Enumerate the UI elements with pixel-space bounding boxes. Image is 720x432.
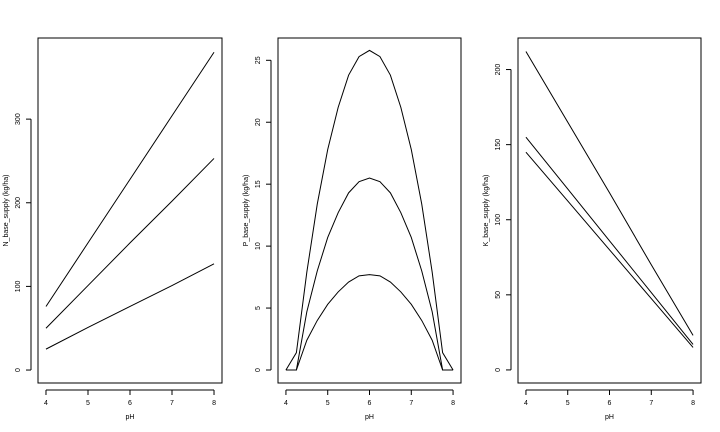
- x-tick-label: 5: [566, 400, 570, 407]
- y-tick-label: 200: [15, 197, 22, 209]
- x-tick-label: 5: [326, 400, 330, 407]
- data-line: [525, 151, 694, 348]
- plot-frame: [277, 37, 462, 384]
- x-tick-label: 8: [212, 400, 216, 407]
- x-tick-label: 7: [170, 400, 174, 407]
- x-tick-label: 6: [368, 400, 372, 407]
- x-axis-label: pH: [605, 414, 614, 421]
- x-axis-label: pH: [365, 414, 374, 421]
- x-tick-label: 7: [649, 400, 653, 407]
- y-tick-label: 0: [495, 368, 502, 372]
- x-axis-label: pH: [126, 414, 135, 421]
- y-axis-label: K_base_supply (kg/ha): [483, 175, 490, 247]
- x-tick-label: 6: [128, 400, 132, 407]
- data-line: [45, 263, 215, 350]
- x-tick-label: 8: [451, 400, 455, 407]
- data-line: [525, 136, 694, 345]
- y-tick-label: 25: [255, 56, 262, 64]
- plot-frame: [37, 37, 223, 384]
- y-tick-label: 5: [255, 306, 262, 310]
- x-tick-label: 4: [284, 400, 288, 407]
- x-tick-label: 6: [608, 400, 612, 407]
- y-tick-label: 10: [255, 242, 262, 250]
- x-tick-label: 4: [44, 400, 48, 407]
- data-line: [285, 49, 454, 371]
- y-tick-label: 200: [495, 64, 502, 76]
- data-line: [525, 51, 694, 336]
- x-tick-label: 4: [524, 400, 528, 407]
- data-line: [285, 274, 454, 371]
- y-tick-label: 0: [15, 368, 22, 372]
- y-tick-label: 300: [15, 113, 22, 125]
- y-tick-label: 50: [495, 291, 502, 299]
- x-tick-label: 5: [86, 400, 90, 407]
- y-tick-label: 15: [255, 180, 262, 188]
- y-tick-label: 20: [255, 118, 262, 126]
- x-tick-label: 8: [691, 400, 695, 407]
- y-tick-label: 100: [15, 280, 22, 292]
- data-line: [45, 158, 215, 329]
- y-axis-label: N_base_supply (kg/ha): [3, 175, 10, 247]
- data-line: [45, 51, 215, 307]
- data-line: [285, 177, 454, 371]
- y-tick-label: 150: [495, 139, 502, 151]
- y-axis-label: P_base_supply (kg/ha): [243, 175, 250, 247]
- x-tick-label: 7: [409, 400, 413, 407]
- y-tick-label: 100: [495, 214, 502, 226]
- y-tick-label: 0: [255, 368, 262, 372]
- plot-frame: [517, 37, 702, 384]
